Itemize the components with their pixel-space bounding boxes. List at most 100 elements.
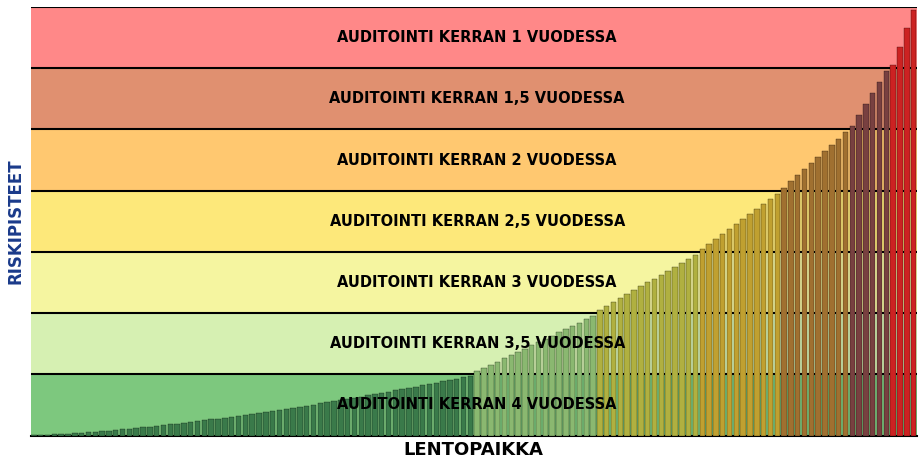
Bar	[686, 259, 691, 436]
Bar	[52, 434, 57, 436]
Bar	[290, 408, 296, 436]
Bar	[433, 383, 439, 436]
Bar	[516, 352, 521, 436]
Bar	[774, 194, 780, 436]
Bar	[30, 130, 917, 191]
Bar	[904, 28, 909, 436]
Bar	[822, 151, 828, 436]
Bar	[181, 423, 187, 436]
Bar	[748, 214, 753, 436]
Bar	[843, 132, 848, 436]
Bar	[66, 434, 71, 436]
Bar	[461, 377, 467, 436]
Bar	[597, 310, 602, 436]
Bar	[849, 126, 855, 436]
Text: AUDITOINTI KERRAN 1 VUODESSA: AUDITOINTI KERRAN 1 VUODESSA	[337, 30, 617, 45]
Bar	[713, 239, 719, 436]
Bar	[147, 427, 152, 436]
Bar	[542, 339, 548, 436]
Bar	[359, 397, 364, 436]
Bar	[386, 392, 391, 436]
Bar	[447, 380, 453, 436]
Bar	[502, 358, 507, 436]
Bar	[58, 434, 64, 436]
Bar	[883, 71, 889, 436]
Bar	[659, 274, 664, 436]
Bar	[808, 163, 814, 436]
Bar	[782, 187, 787, 436]
Bar	[263, 412, 269, 436]
Text: AUDITOINTI KERRAN 3,5 VUODESSA: AUDITOINTI KERRAN 3,5 VUODESSA	[330, 336, 625, 351]
Bar	[693, 255, 699, 436]
Bar	[590, 316, 596, 436]
Bar	[577, 322, 582, 436]
Bar	[140, 427, 146, 436]
Bar	[120, 429, 126, 436]
Bar	[161, 425, 166, 436]
Bar	[699, 249, 705, 436]
Bar	[399, 389, 405, 436]
Bar	[550, 336, 555, 436]
Bar	[617, 298, 623, 436]
Bar	[127, 429, 132, 436]
Bar	[651, 279, 657, 436]
Bar	[816, 157, 821, 436]
Bar	[760, 204, 766, 436]
Bar	[645, 282, 650, 436]
Bar	[795, 175, 800, 436]
Bar	[209, 419, 214, 436]
Bar	[495, 362, 501, 436]
Bar	[706, 244, 711, 436]
Bar	[625, 294, 630, 436]
Bar	[788, 181, 794, 436]
Bar	[727, 229, 732, 436]
Bar	[154, 426, 160, 436]
Bar	[897, 47, 903, 436]
Bar	[673, 267, 677, 436]
Bar	[195, 421, 201, 436]
Bar	[474, 371, 480, 436]
Bar	[802, 169, 808, 436]
Bar	[529, 345, 534, 436]
Bar	[72, 433, 78, 436]
Bar	[30, 374, 917, 436]
Bar	[324, 402, 330, 436]
Bar	[563, 329, 568, 436]
Bar	[877, 82, 882, 436]
Bar	[365, 395, 371, 436]
Bar	[419, 385, 425, 436]
Bar	[167, 425, 173, 436]
Bar	[30, 313, 917, 374]
Bar	[30, 252, 917, 313]
Bar	[298, 407, 302, 436]
Bar	[522, 349, 528, 436]
Text: AUDITOINTI KERRAN 2 VUODESSA: AUDITOINTI KERRAN 2 VUODESSA	[337, 152, 617, 167]
Bar	[45, 435, 50, 436]
Bar	[556, 332, 562, 436]
Bar	[133, 428, 139, 436]
Bar	[188, 422, 193, 436]
Bar	[413, 387, 419, 436]
Bar	[30, 68, 917, 130]
Bar	[679, 263, 685, 436]
Bar	[508, 355, 514, 436]
Bar	[86, 432, 91, 436]
Bar	[488, 365, 493, 436]
Bar	[536, 342, 541, 436]
Bar	[310, 404, 316, 436]
Bar	[222, 418, 227, 436]
Bar	[768, 199, 773, 436]
Bar	[604, 306, 610, 436]
Bar	[113, 430, 118, 436]
Bar	[304, 405, 310, 436]
Bar	[236, 416, 241, 436]
Y-axis label: RISKIPISTEET: RISKIPISTEET	[7, 158, 25, 284]
Bar	[427, 384, 432, 436]
Bar	[256, 413, 261, 436]
Text: AUDITOINTI KERRAN 3 VUODESSA: AUDITOINTI KERRAN 3 VUODESSA	[337, 275, 617, 290]
X-axis label: LENTOPAIKKA: LENTOPAIKKA	[404, 441, 543, 459]
Bar	[338, 400, 344, 436]
Bar	[754, 209, 760, 436]
Bar	[611, 302, 616, 436]
Bar	[30, 7, 917, 68]
